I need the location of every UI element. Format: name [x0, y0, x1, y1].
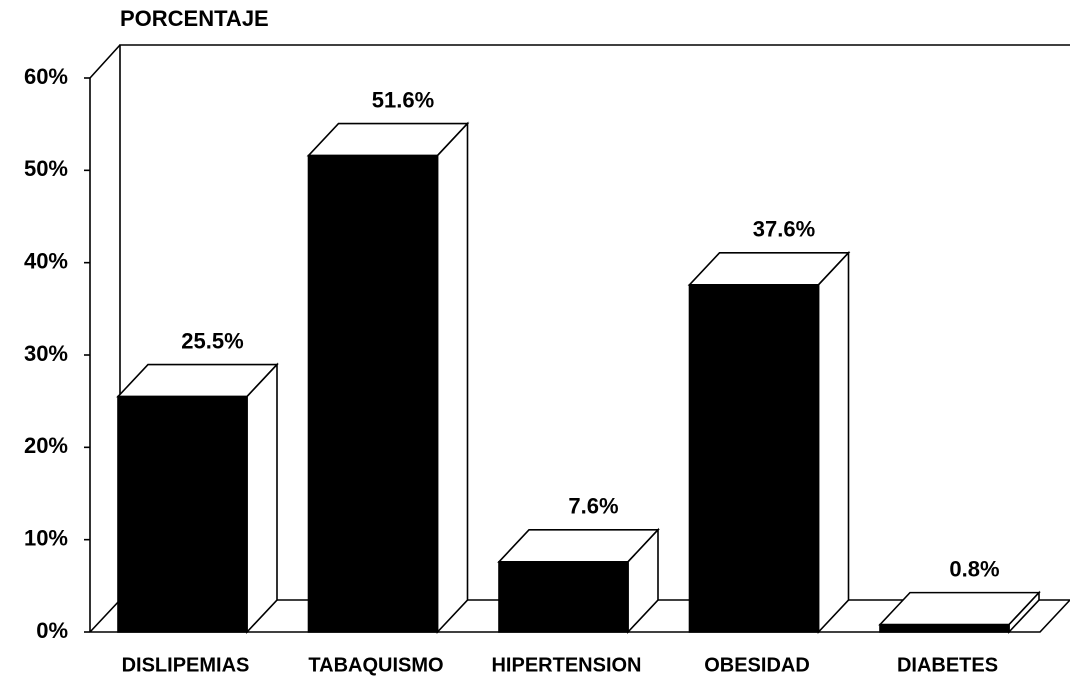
x-tick-label: DIABETES	[897, 654, 998, 676]
value-label: 25.5%	[181, 328, 243, 353]
value-label: 0.8%	[949, 556, 999, 581]
y-tick-label: 20%	[24, 433, 68, 458]
bar	[498, 561, 629, 633]
bar	[879, 623, 1010, 633]
bar-side	[246, 362, 278, 635]
y-tick-label: 0%	[36, 618, 68, 643]
y-tick-label: 50%	[24, 156, 68, 181]
bar	[688, 284, 820, 633]
value-label: 37.6%	[753, 217, 815, 242]
y-tick-label: 10%	[24, 525, 68, 550]
bar	[307, 154, 439, 633]
x-tick-label: DISLIPEMIAS	[122, 654, 250, 676]
y-tick-label: 30%	[24, 341, 68, 366]
x-tick-label: TABAQUISMO	[308, 654, 443, 676]
floor-edge	[89, 599, 121, 633]
value-label: 51.6%	[372, 87, 434, 112]
bar-side	[436, 121, 469, 635]
bar	[117, 395, 248, 633]
y-tick-label: 40%	[24, 248, 68, 273]
x-tick-label: HIPERTENSION	[491, 654, 641, 676]
y-axis-label: PORCENTAJE	[120, 6, 269, 31]
bar-side	[817, 250, 850, 635]
y-tick-label: 60%	[24, 64, 68, 89]
wall-edge	[89, 44, 121, 79]
x-tick-label: OBESIDAD	[704, 654, 810, 676]
value-label: 7.6%	[568, 494, 618, 519]
